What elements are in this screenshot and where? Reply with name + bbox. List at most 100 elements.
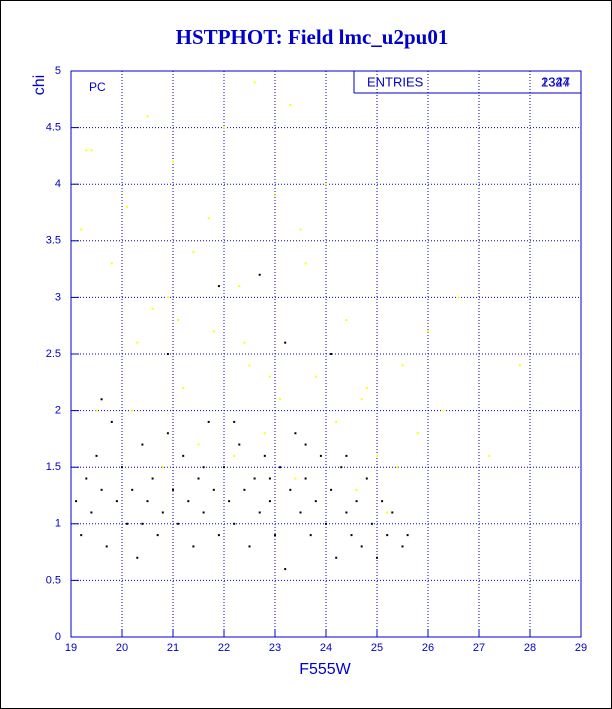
scatter-point — [289, 103, 292, 106]
axes-frame — [70, 70, 582, 638]
scatter-point — [238, 443, 241, 446]
scatter-point — [100, 488, 103, 491]
scatter-point — [243, 341, 246, 344]
scatter-point — [325, 522, 327, 525]
scatter-point — [207, 217, 210, 220]
scatter-point — [299, 511, 302, 514]
scatter-point — [212, 330, 215, 333]
scatter-point — [457, 296, 460, 299]
scatter-point — [177, 319, 180, 322]
scatter-point — [207, 420, 210, 423]
chart-title: HSTPHOT: Field lmc_u2pu01 — [176, 25, 449, 49]
scatter-point — [146, 500, 149, 503]
scatter-point — [416, 432, 419, 435]
scatter-point — [166, 432, 169, 435]
scatter-point — [90, 149, 93, 152]
scatter-point — [401, 545, 404, 548]
scatter-point — [376, 454, 378, 457]
stats-entries: 1327 — [541, 74, 570, 89]
scatter-point — [330, 488, 333, 491]
scatter-point — [161, 511, 164, 514]
scatter-point — [284, 568, 287, 571]
scatter-point — [360, 545, 363, 548]
scatter-point — [268, 375, 271, 378]
scatter-point — [253, 81, 256, 84]
x-tick-label: 22 — [218, 642, 230, 654]
y-tick-label: 2 — [55, 405, 61, 417]
scatter-point — [274, 534, 276, 537]
scatter-point — [386, 534, 389, 537]
scatter-point — [161, 466, 164, 469]
x-tick-label: 20 — [116, 642, 128, 654]
scatter-point — [248, 545, 251, 548]
scatter-point — [330, 353, 333, 355]
scatter-point — [355, 500, 358, 503]
scatter-point — [345, 319, 348, 322]
scatter-point — [223, 126, 225, 129]
scatter-point — [268, 500, 271, 503]
scatter-point — [518, 364, 521, 367]
scatter-point — [386, 511, 389, 514]
scatter-point — [197, 443, 200, 446]
x-tick-label: 25 — [371, 642, 383, 654]
scatter-point — [228, 500, 231, 503]
scatter-point — [304, 443, 307, 446]
scatter-point — [202, 466, 205, 469]
scatter-point — [299, 228, 302, 231]
scatter-point — [105, 545, 108, 548]
scatter-point — [442, 409, 445, 412]
scatter-point — [294, 432, 297, 435]
annotation: PC — [89, 80, 106, 94]
scatter-point — [314, 500, 317, 503]
scatter-point — [151, 307, 154, 310]
scatter-point — [121, 466, 123, 469]
scatter-point — [355, 488, 358, 491]
x-tick-label: 19 — [65, 642, 77, 654]
scatter-point — [274, 194, 276, 197]
scatter-point — [401, 364, 404, 367]
scatter-point — [335, 556, 338, 559]
y-tick-label: 0.5 — [46, 574, 61, 586]
y-tick-label: 1 — [55, 518, 61, 530]
scatter-point — [396, 466, 399, 469]
scatter-point — [136, 556, 139, 559]
y-tick-label: 3.5 — [46, 235, 61, 247]
y-tick-label: 3 — [55, 291, 61, 303]
scatter-point — [335, 420, 338, 423]
scatter-point — [141, 443, 144, 446]
scatter-point — [156, 534, 159, 537]
scatter-point — [85, 149, 88, 152]
scatter-point — [314, 375, 317, 378]
x-tick-label: 26 — [422, 642, 434, 654]
scatter-point — [233, 522, 236, 525]
scatter-point — [192, 545, 195, 548]
scatter-point — [80, 534, 83, 537]
x-tick-label: 23 — [269, 642, 281, 654]
stats-entries: 2344 — [541, 74, 570, 89]
scatter-point — [223, 466, 225, 469]
scatter-point — [263, 432, 266, 435]
scatter-point — [345, 454, 348, 457]
scatter-point — [141, 522, 144, 525]
scatter-point — [80, 228, 83, 231]
scatter-point — [126, 205, 129, 208]
stats-label: ENTRIES — [367, 74, 424, 89]
scatter-point — [258, 511, 261, 514]
scatter-point — [279, 398, 282, 401]
scatter-point — [166, 353, 169, 355]
scatter-point — [187, 500, 190, 503]
scatter-point — [197, 477, 200, 480]
scatter-point — [406, 534, 409, 537]
scatter-point — [146, 115, 149, 118]
scatter-point — [182, 386, 185, 389]
scatter-point — [304, 262, 307, 265]
scatter-point — [365, 386, 368, 389]
scatter-point — [294, 477, 297, 480]
y-tick-label: 0 — [55, 631, 61, 643]
scatter-point — [289, 488, 292, 491]
scatter-point — [279, 466, 282, 469]
scatter-point — [212, 488, 215, 491]
scatter-point — [381, 500, 384, 503]
scatter-point — [243, 488, 246, 491]
